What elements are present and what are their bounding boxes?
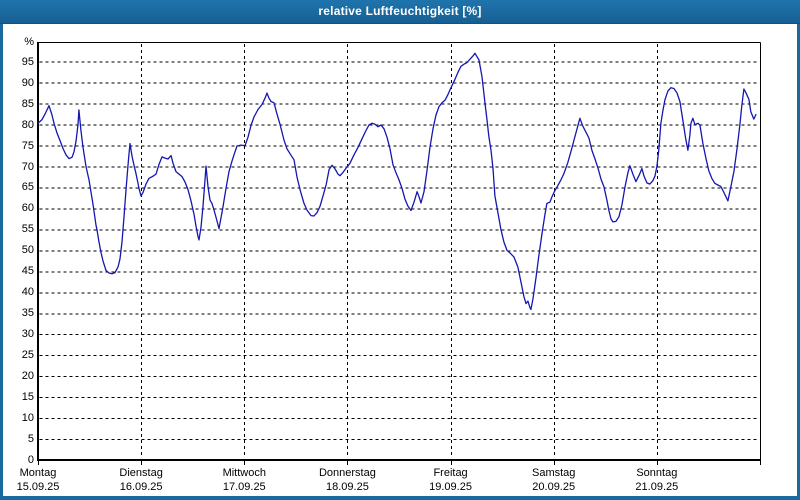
y-axis-tick-label: 35: [21, 307, 34, 320]
y-axis-tick-label: 70: [21, 160, 34, 173]
y-axis-tick-label: 0: [27, 454, 34, 466]
y-axis-tick-label: 15: [21, 391, 34, 404]
y-axis-tick-label: 80: [21, 118, 34, 131]
chart-panel: [3, 24, 797, 496]
y-axis-tick-label: 45: [21, 265, 34, 278]
x-axis-date-label: 21.09.25: [635, 481, 679, 493]
y-axis-tick-label: 55: [21, 223, 34, 236]
x-axis-day-label: Mittwoch: [222, 467, 266, 479]
x-axis-day-label: Dienstag: [119, 467, 163, 479]
y-axis-tick-label: 10: [21, 412, 34, 425]
y-axis-tick-label: 90: [21, 76, 34, 89]
x-axis-day-label: Montag: [19, 467, 57, 479]
x-axis-day-label: Freitag: [433, 467, 468, 479]
y-axis-tick-label: 20: [21, 370, 34, 383]
x-axis-day-label: Donnerstag: [318, 467, 376, 479]
x-axis-date-label: 19.09.25: [429, 481, 472, 493]
y-axis-unit-label: %: [24, 36, 34, 48]
x-axis-date-label: 17.09.25: [222, 481, 266, 493]
y-axis-tick-label: 85: [21, 97, 34, 110]
x-axis-date-label: 15.09.25: [16, 481, 60, 493]
y-axis-tick-label: 40: [21, 286, 34, 299]
y-axis-tick-label: 75: [21, 139, 34, 152]
y-axis-tick-label: 95: [21, 55, 34, 68]
y-axis-tick-label: 60: [21, 202, 34, 215]
x-axis-day-label: Samstag: [531, 467, 576, 479]
x-axis-day-label: Sonntag: [636, 467, 678, 479]
y-axis-tick-label: 50: [21, 244, 34, 257]
window-title: relative Luftfeuchtigkeit [%]: [318, 4, 482, 18]
y-axis-tick-label: 30: [21, 328, 34, 341]
y-axis-tick-label: 25: [21, 349, 34, 362]
y-axis-tick-label: 5: [27, 433, 34, 446]
x-axis-date-label: 18.09.25: [326, 481, 369, 493]
y-axis-tick-label: 65: [21, 181, 34, 194]
x-axis-date-label: 16.09.25: [119, 481, 163, 493]
window-titlebar[interactable]: relative Luftfeuchtigkeit [%]: [0, 0, 800, 24]
x-axis-date-label: 20.09.25: [532, 481, 576, 493]
